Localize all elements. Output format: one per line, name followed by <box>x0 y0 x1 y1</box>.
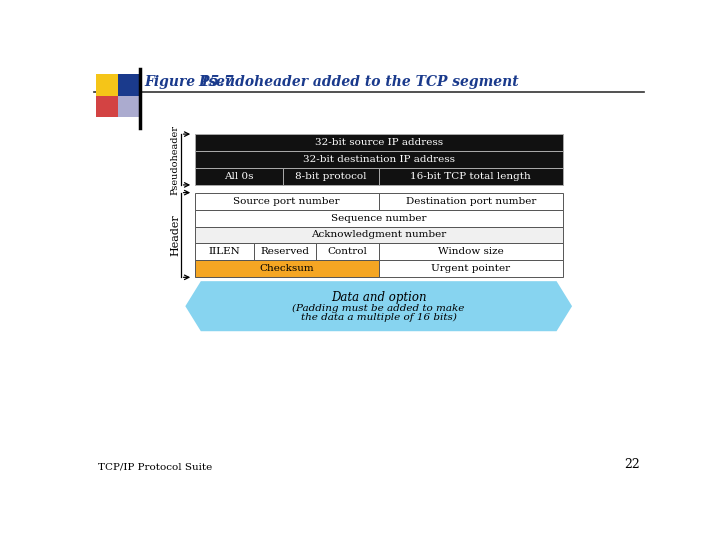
Bar <box>194 244 253 260</box>
Bar <box>253 244 316 260</box>
Text: Sequence number: Sequence number <box>331 213 426 222</box>
Bar <box>379 244 563 260</box>
Bar <box>118 96 140 117</box>
Text: the data a multiple of 16 bits): the data a multiple of 16 bits) <box>301 313 456 322</box>
Text: Destination port number: Destination port number <box>405 197 536 206</box>
Text: 32-bit source IP address: 32-bit source IP address <box>315 138 443 147</box>
Text: Checksum: Checksum <box>259 265 314 273</box>
Bar <box>96 74 118 96</box>
Bar <box>194 226 563 244</box>
Text: Source port number: Source port number <box>233 197 340 206</box>
Text: TCP/IP Protocol Suite: TCP/IP Protocol Suite <box>98 462 212 471</box>
Bar <box>118 74 140 96</box>
Text: Acknowledgment number: Acknowledgment number <box>311 231 446 239</box>
Bar <box>379 260 563 278</box>
Polygon shape <box>185 281 572 331</box>
Bar <box>283 168 379 185</box>
Bar <box>316 244 379 260</box>
Bar <box>194 193 379 210</box>
Bar <box>194 151 563 168</box>
Bar <box>194 134 563 151</box>
Text: (Padding must be added to make: (Padding must be added to make <box>292 304 465 313</box>
Text: IILEN: IILEN <box>208 247 240 256</box>
Text: Header: Header <box>170 214 180 256</box>
Text: Figure 15.7: Figure 15.7 <box>144 75 234 89</box>
Bar <box>194 260 379 278</box>
Text: Window size: Window size <box>438 247 503 256</box>
Text: Reserved: Reserved <box>261 247 310 256</box>
Bar <box>194 210 563 226</box>
Bar <box>379 193 563 210</box>
Text: 22: 22 <box>624 458 640 471</box>
Text: All 0s: All 0s <box>224 172 253 181</box>
Text: Urgent pointer: Urgent pointer <box>431 265 510 273</box>
Text: Data and option: Data and option <box>331 291 426 304</box>
Text: Pseudoheader added to the TCP segment: Pseudoheader added to the TCP segment <box>199 75 519 89</box>
Bar <box>194 168 283 185</box>
Text: 16-bit TCP total length: 16-bit TCP total length <box>410 172 531 181</box>
Text: Pseudoheader: Pseudoheader <box>171 125 180 194</box>
Bar <box>379 168 563 185</box>
Text: Control: Control <box>328 247 367 256</box>
Text: 8-bit protocol: 8-bit protocol <box>295 172 366 181</box>
Bar <box>96 96 118 117</box>
Text: 32-bit destination IP address: 32-bit destination IP address <box>302 155 455 164</box>
